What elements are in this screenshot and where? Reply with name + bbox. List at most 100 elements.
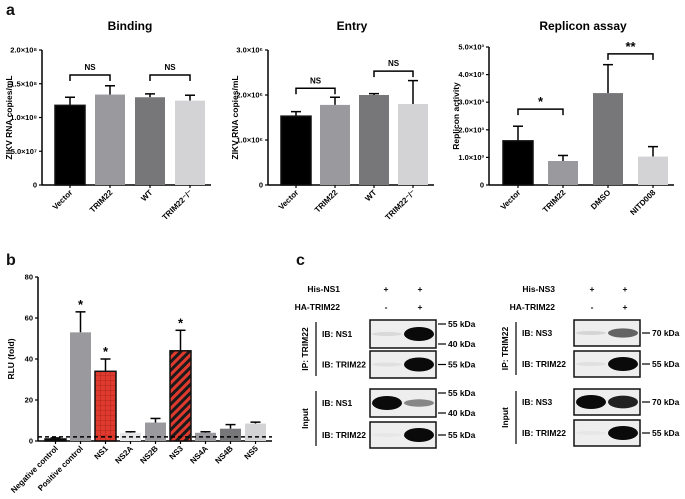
bar (145, 422, 166, 441)
significance-bracket (295, 87, 336, 95)
wb-marker-label: 70 kDa (652, 397, 680, 407)
significance-bracket (69, 74, 111, 81)
bar (70, 332, 91, 441)
significance-star: * (103, 344, 109, 359)
significance-label: NS (164, 63, 176, 72)
wb-condition-label: His-NS3 (522, 284, 555, 294)
y-axis-label: RLU (fold) (6, 338, 16, 379)
bar (220, 428, 241, 441)
y-axis-label: ZIKV RNA copies/mL (4, 75, 14, 159)
wb-marker-label: 40 kDa (448, 339, 476, 349)
chart-title: Replicon assay (539, 19, 627, 33)
x-tick-label: Vector (277, 188, 301, 212)
significance-star: * (78, 297, 84, 312)
wb-group-label: Input (300, 408, 310, 429)
panel-label-c: c (296, 252, 305, 269)
wb-lane-sign: + (384, 284, 389, 294)
wb-band (576, 431, 606, 435)
y-tick-label: 2.0×10⁸ (10, 46, 37, 55)
y-tick-label: 1.5×10⁸ (10, 79, 37, 88)
bar (175, 100, 205, 185)
wb-lane-sign: - (591, 302, 594, 312)
bar (398, 104, 428, 185)
significance-label: NS (310, 76, 322, 85)
chart-title: Binding (108, 19, 153, 33)
wb-antibody-label: IB: TRIM22 (522, 428, 566, 438)
wb-condition-label: His-NS1 (307, 284, 340, 294)
y-tick-label: 0 (29, 437, 33, 446)
y-tick-label: 20 (25, 396, 33, 405)
x-tick-label: NS3 (168, 444, 186, 462)
wb-band (372, 433, 402, 437)
wb-lane-sign: + (623, 284, 628, 294)
x-tick-label: TRIM22 (88, 188, 115, 215)
bar (95, 94, 125, 185)
wb-condition-label: HA-TRIM22 (510, 302, 556, 312)
significance-star: * (178, 315, 184, 330)
bar (135, 97, 165, 185)
x-tick-label: WT (363, 188, 378, 203)
x-tick-label: DMSO (589, 188, 612, 211)
significance-label: NS (388, 59, 400, 68)
y-tick-label: 60 (25, 314, 33, 323)
y-tick-label: 0 (480, 181, 484, 190)
wb-group-label: IP: TRIM22 (500, 327, 510, 371)
wb-marker-label: 55 kDa (448, 319, 476, 329)
wb-marker-label: 55 kDa (652, 359, 680, 369)
x-tick-label: WT (139, 188, 154, 203)
bar (638, 156, 668, 185)
wb-band (608, 426, 638, 440)
wb-lane-sign: + (623, 302, 628, 312)
significance-bracket (517, 108, 564, 116)
x-tick-label: NS4B (213, 444, 235, 466)
y-tick-label: 80 (25, 273, 33, 282)
wb-lane-sign: - (385, 302, 388, 312)
y-axis-label: Replicon activity (451, 82, 461, 150)
bar (44, 438, 67, 442)
x-tick-label: TRIM22 (541, 188, 568, 215)
wb-group-label: IP: TRIM22 (300, 327, 310, 371)
bar (280, 115, 312, 186)
bar (502, 140, 534, 186)
wb-antibody-label: IB: TRIM22 (522, 359, 566, 369)
y-tick-label: 3.0×10⁶ (236, 46, 263, 55)
y-tick-label: 2.0×10⁶ (236, 91, 263, 100)
x-tick-label: Vector (51, 188, 75, 212)
x-tick-label: TRIM22 (313, 188, 340, 215)
wb-band (576, 331, 606, 335)
significance-bracket (607, 53, 654, 60)
wb-band (576, 395, 606, 409)
bar (195, 432, 216, 441)
bar (169, 350, 192, 442)
wb-condition-label: HA-TRIM22 (295, 302, 341, 312)
x-tick-label: Vector (499, 188, 523, 212)
bar (54, 104, 86, 186)
wb-lane-sign: + (590, 284, 595, 294)
bar (359, 95, 389, 185)
wb-band (404, 327, 434, 341)
x-tick-label: NS4A (188, 444, 210, 466)
bar (320, 104, 350, 185)
significance-label: * (538, 94, 544, 109)
wb-lane-sign: + (418, 302, 423, 312)
wb-antibody-label: IB: TRIM22 (322, 360, 366, 370)
significance-label: NS (84, 63, 96, 72)
y-tick-label: 0 (33, 181, 37, 190)
y-tick-label: 2.0×10³ (458, 125, 484, 134)
wb-antibody-label: IB: NS3 (522, 397, 553, 407)
bar (94, 370, 117, 442)
wb-marker-label: 55 kDa (448, 388, 476, 398)
wb-group-label: Input (500, 407, 510, 428)
wb-antibody-label: IB: NS1 (322, 329, 353, 339)
wb-band (608, 357, 638, 371)
wb-band (372, 396, 402, 410)
wb-band (608, 395, 638, 409)
panel-label-a: a (6, 2, 15, 19)
significance-bracket (149, 74, 191, 81)
wb-band (404, 399, 434, 407)
x-tick-label: NITD008 (628, 188, 657, 217)
y-tick-label: 1.0×10⁶ (236, 136, 263, 145)
wb-antibody-label: IB: NS3 (522, 328, 553, 338)
x-tick-label: NS1 (93, 444, 111, 462)
y-tick-label: 5.0×10⁷ (11, 147, 37, 156)
